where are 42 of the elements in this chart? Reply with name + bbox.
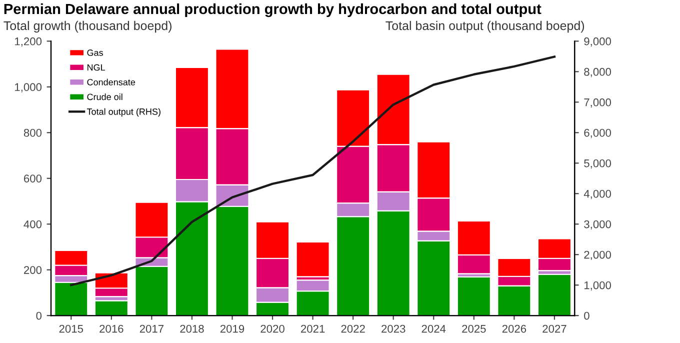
y-tick-label: 400 — [24, 220, 42, 228]
chart-title: Permian Delaware annual production growth by hydrocarbon and total output — [4, 3, 542, 18]
legend-label: Condensate — [87, 78, 136, 86]
bar — [456, 276, 491, 316]
x-tick-label: 2026 — [502, 324, 526, 333]
legend-label: Gas — [87, 50, 103, 56]
x-tick-label: 2016 — [100, 324, 124, 333]
y2-tick-label: 6,000 — [584, 128, 611, 138]
y2-tick-label: 3,000 — [584, 220, 611, 230]
x-tick-label: 2021 — [301, 324, 325, 333]
y-tick-label: 1,200 — [15, 37, 42, 47]
x-tick-label: 2020 — [260, 324, 284, 333]
bar — [296, 241, 330, 278]
y2-tick-label: 5,000 — [584, 159, 611, 169]
y-axis-title: Total growth (thousand boepd) — [4, 20, 172, 33]
bar — [537, 274, 572, 316]
x-tick-label: 2024 — [422, 324, 446, 333]
y-tick-label: 600 — [24, 174, 42, 182]
y2-tick-label: 8,000 — [584, 68, 611, 78]
y-tick-label: 200 — [24, 266, 42, 274]
x-tick-label: 2022 — [341, 324, 365, 333]
legend-label: Total output (RHS) — [86, 108, 160, 117]
y2-tick-label: 9,000 — [584, 37, 611, 47]
x-tick-label: 2025 — [462, 324, 486, 333]
x-tick-label: 2027 — [542, 324, 566, 333]
y2-tick-label: 4,000 — [584, 190, 611, 200]
x-tick-label: 2018 — [180, 324, 204, 333]
x-tick-label: 2015 — [59, 324, 84, 333]
x-tick-label: 2019 — [220, 324, 244, 333]
x-tick-label: 2017 — [140, 324, 164, 333]
y2-tick-label: 2,000 — [584, 250, 611, 260]
y-tick-label: 0 — [36, 312, 42, 320]
y-tick-label: 800 — [24, 128, 42, 137]
y2-tick-label: 1,000 — [584, 281, 611, 291]
x-tick-label: 2023 — [382, 324, 406, 333]
legend-label: NGL — [87, 64, 106, 71]
y2-tick-label: 0 — [584, 312, 590, 320]
y2-axis-title: Total basin output (thousand boepd) — [386, 20, 584, 33]
legend-label: Crude oil — [87, 93, 122, 100]
y-tick-label: 1,000 — [15, 83, 42, 92]
line-series — [70, 56, 556, 286]
y2-tick-label: 7,000 — [584, 98, 611, 108]
